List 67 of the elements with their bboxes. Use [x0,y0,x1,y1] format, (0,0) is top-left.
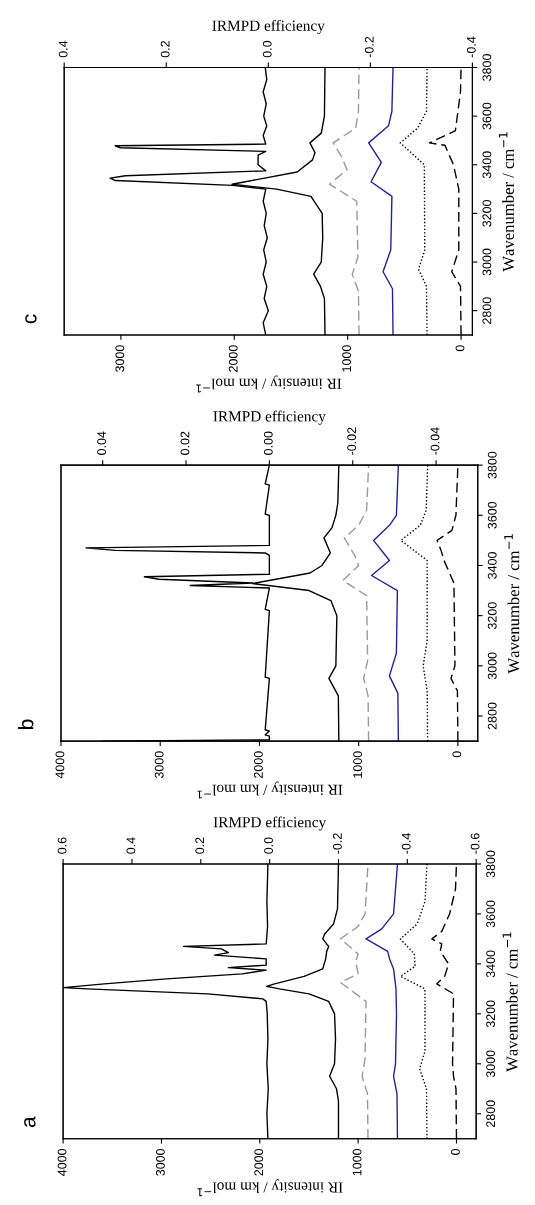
x2-tick-label: 0.2 [160,41,170,58]
y-tick-label: 3600 [487,501,497,529]
x-tick-label: 2000 [253,751,263,778]
y-tick-label: 3200 [487,602,497,630]
y-tick-label: 3400 [487,552,497,579]
x2-tick-label: 0.6 [57,837,67,854]
x2-tick-label: 0.04 [97,431,107,455]
y-tick-label: 3400 [486,950,496,978]
x-tick-label: 4000 [55,751,65,779]
y-tick-label: 3000 [486,1050,496,1078]
x2-axis-title: IRMPD efficiency [213,816,327,831]
x-tick-label: 0 [450,1148,460,1155]
x-tick-label: 1000 [352,1148,362,1176]
x-tick-label: 0 [455,345,465,352]
x2-tick-label: 0.4 [58,40,68,58]
x-tick-label: 4000 [57,1148,67,1176]
y-tick-label: 3600 [486,900,496,928]
y-axis-title: Wavenumber / cm$^{−1}$ [504,534,520,674]
x-axis-title: IR intensity / km mol$^{−1}$ [196,375,342,393]
line-series [328,67,360,335]
x2-tick-label: 0.0 [264,837,273,854]
line-series [399,67,428,335]
x2-tick-label: -0.6 [470,833,480,854]
y-tick-label: 3200 [482,199,492,227]
y-axis-title: Wavenumber / cm$^{−1}$ [498,132,515,272]
x-axis-title: IR intensity / km mol$^{−1}$ [197,781,343,799]
text: a [24,1116,36,1128]
x-tick-label: 3000 [155,1148,165,1176]
y-tick-label: 3600 [482,102,492,130]
x2-tick-label: -0.02 [347,427,357,455]
x2-axis-title: IRMPD efficiency [213,410,326,425]
y-tick-label: 3800 [486,850,496,878]
x2-tick-label: 0.02 [180,431,190,455]
y-tick-label: 3400 [482,151,492,179]
x2-tick-label: -0.2 [332,833,342,854]
x-tick-label: 3000 [154,751,164,779]
x2-tick-label: 0.4 [126,837,136,854]
x-tick-label: 3000 [115,345,125,373]
x2-tick-label: 0.00 [263,431,273,455]
x-tick-label: 1000 [342,345,352,372]
text: c [25,314,37,324]
x-tick-label: 1000 [353,751,363,778]
y-tick-label: 3800 [487,451,497,479]
line-series [370,465,400,742]
line-series [365,863,399,1139]
y-tick-label: 2800 [486,1100,496,1128]
x2-axis-title: IRMPD efficiency [212,19,325,34]
x-tick-label: 2000 [228,345,238,372]
y-tick-label: 3000 [482,248,492,276]
x2-tick-label: -0.2 [364,36,374,58]
x2-tick-label: 0.0 [262,40,272,58]
y-tick-label: 2800 [482,297,492,324]
x-tick-label: 2000 [254,1148,264,1176]
x2-tick-label: -0.4 [401,833,411,854]
line-series [342,465,370,742]
x2-tick-label: 0.2 [195,837,205,854]
y-axis-title: Wavenumber / cm$^{−1}$ [502,932,518,1072]
x-tick-label: 0 [452,751,462,758]
y-tick-label: 3000 [487,652,497,680]
y-tick-label: 3200 [486,1000,496,1028]
text: b [18,719,34,729]
line-series [367,67,394,335]
y-tick-label: 2800 [487,702,497,730]
y-tick-label: 3800 [482,54,492,81]
x2-tick-label: -0.4 [466,36,476,58]
x-axis-title: IR intensity / km mol$^{−1}$ [197,1179,343,1197]
x2-tick-label: -0.04 [430,427,440,455]
